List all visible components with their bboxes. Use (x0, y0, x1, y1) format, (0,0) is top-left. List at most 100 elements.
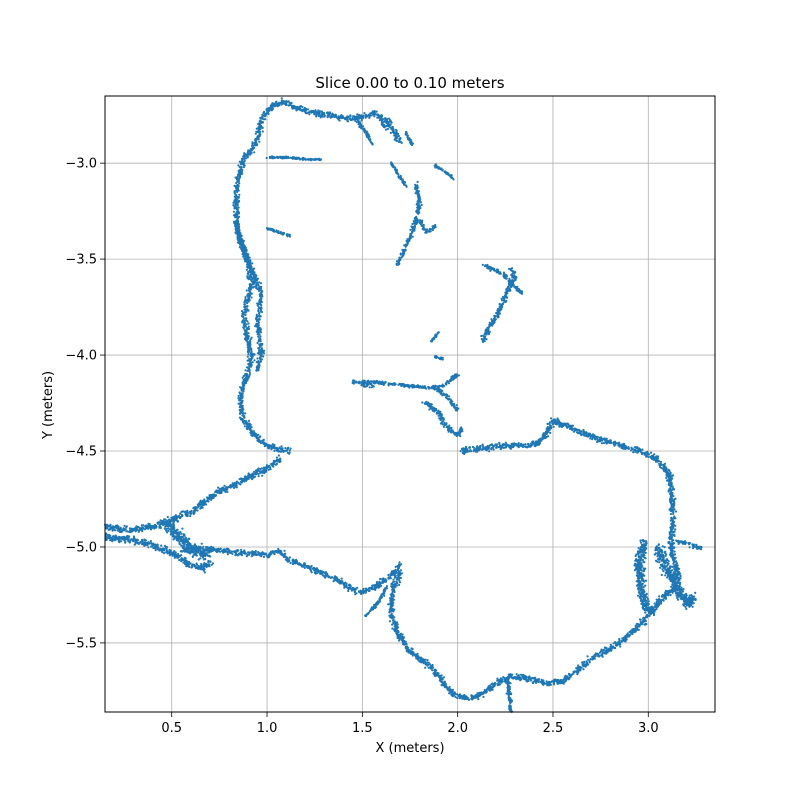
scatter-point (189, 545, 192, 548)
scatter-point (244, 323, 247, 326)
scatter-point (394, 568, 397, 572)
scatter-point (333, 115, 336, 118)
scatter-point (156, 545, 159, 548)
scatter-point (197, 567, 200, 571)
scatter-point (483, 688, 486, 692)
scatter-point (210, 563, 213, 566)
scatter-point (389, 593, 392, 596)
scatter-point (396, 582, 399, 585)
scatter-point (168, 520, 171, 524)
scatter-point (250, 363, 253, 367)
scatter-point (249, 361, 253, 365)
scatter-point (174, 552, 177, 556)
scatter-point (130, 530, 133, 533)
scatter-point (281, 100, 284, 103)
scatter-point (172, 522, 175, 525)
scatter-point (255, 274, 258, 277)
scatter-point (132, 535, 136, 538)
scatter-point (128, 530, 131, 534)
scatter-point (314, 572, 317, 575)
scatter-point (246, 155, 249, 158)
scatter-point (363, 112, 366, 115)
scatter-point (246, 355, 249, 358)
scatter-point (272, 104, 276, 107)
scatter-point (273, 446, 276, 449)
scatter-point (463, 695, 466, 698)
scatter-point (434, 671, 437, 674)
scatter-point (126, 534, 129, 538)
scatter-point (618, 641, 622, 644)
scatter-point (399, 576, 402, 580)
scatter-point (346, 115, 349, 118)
scatter-point (611, 645, 615, 648)
scatter-point (498, 680, 501, 683)
scatter-point (267, 468, 270, 471)
scatter-point (263, 110, 266, 113)
scatter-point (349, 115, 352, 118)
scatter-point (236, 190, 239, 194)
scatter-point (300, 564, 303, 567)
scatter-point (183, 538, 186, 542)
scatter-point (284, 447, 287, 450)
scatter-point (230, 484, 233, 487)
scatter-point (539, 680, 542, 684)
scatter-point (247, 353, 250, 356)
scatter-point (199, 506, 202, 509)
scatter-point (327, 575, 331, 578)
scatter-point (261, 439, 264, 442)
scatter-point (306, 108, 310, 111)
scatter-point (243, 475, 246, 479)
scatter-point (340, 577, 343, 580)
scatter-point (244, 412, 247, 415)
scatter-point (205, 565, 208, 569)
scatter-point (253, 470, 256, 473)
scatter-point (507, 673, 510, 676)
scatter-point (482, 692, 485, 695)
scatter-point (493, 681, 497, 685)
scatter-point (236, 224, 239, 227)
scatter-point (416, 655, 419, 658)
scatter-point (605, 649, 608, 653)
scatter-point (154, 549, 157, 552)
scatter-point (349, 117, 352, 121)
scatter-point (310, 569, 313, 572)
scatter-point (105, 535, 108, 539)
scatter-point (117, 526, 120, 529)
scatter-point (115, 527, 118, 530)
scatter-point (369, 140, 372, 143)
scatter-point (221, 549, 224, 553)
scatter-point (252, 272, 255, 275)
scatter-point (183, 542, 186, 545)
scatter-point (199, 554, 203, 558)
scatter-point (244, 296, 247, 299)
scatter-point (221, 486, 224, 489)
scatter-point (267, 112, 270, 115)
scatter-point (187, 563, 190, 566)
scatter-point (233, 550, 236, 553)
scatter-point (257, 472, 260, 475)
scatter-point (247, 369, 250, 372)
scatter-point (229, 551, 232, 554)
scatter-point (262, 350, 265, 353)
scatter-point (265, 442, 268, 445)
scatter-point (375, 582, 378, 585)
scatter-point (251, 478, 254, 481)
scatter-point (185, 511, 188, 514)
scatter-point (289, 447, 292, 450)
scatter-point (254, 432, 257, 435)
scatter-point (257, 126, 260, 129)
scatter-point (179, 554, 182, 558)
scatter-point (576, 668, 579, 671)
scatter-point (403, 642, 406, 646)
scatter-point (393, 625, 396, 628)
scatter-point (232, 210, 235, 213)
scatter-point (253, 475, 257, 478)
scatter-point (395, 578, 399, 581)
scatter-point (249, 345, 252, 348)
scatter-point (318, 157, 321, 160)
scatter-point (389, 123, 392, 126)
scatter-point (237, 164, 240, 167)
scatter-point (396, 626, 399, 629)
scatter-point (194, 509, 197, 512)
scatter-point (163, 552, 166, 555)
